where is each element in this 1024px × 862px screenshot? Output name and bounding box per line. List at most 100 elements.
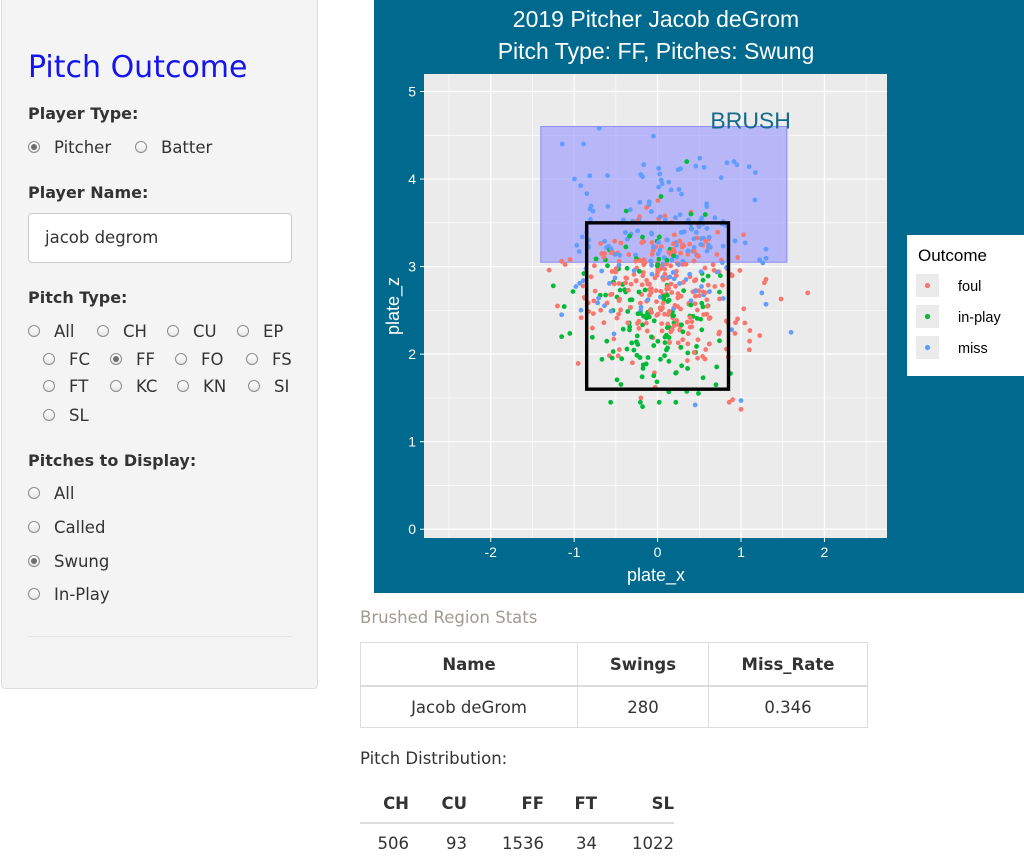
scatter-point: [717, 296, 722, 302]
radio-pitch-type[interactable]: FC: [43, 348, 90, 370]
radio-pitch-type[interactable]: EP: [237, 320, 283, 342]
radio-pitch-type[interactable]: FO: [175, 348, 223, 370]
scatter-point: [603, 292, 609, 298]
scatter-point: [685, 350, 691, 356]
scatter-point: [701, 164, 707, 170]
radio-pitch-type[interactable]: SI: [248, 375, 289, 397]
radio-pitches-display[interactable]: Called: [28, 516, 105, 538]
scatter-point: [717, 273, 723, 279]
radio-pitch-type[interactable]: All: [28, 320, 74, 342]
scatter-point: [666, 335, 672, 340]
scatter-point: [651, 318, 657, 324]
scatter-point: [679, 244, 685, 250]
scatter-point: [698, 269, 704, 275]
scatter-point: [703, 238, 709, 244]
scatter-point: [622, 230, 628, 235]
radio-label: KN: [203, 376, 227, 396]
scatter-point: [631, 268, 637, 273]
scatter-point: [588, 203, 594, 209]
radio-icon: [28, 325, 40, 337]
scatter-point: [664, 261, 669, 267]
scatter-point: [629, 360, 635, 366]
scatter-point: [662, 340, 668, 345]
player-name-input[interactable]: jacob degrom: [28, 213, 292, 263]
radio-pitch-type[interactable]: CH: [97, 320, 147, 342]
radio-pitch-type[interactable]: FF: [110, 348, 155, 370]
scatter-point: [687, 241, 693, 247]
scatter-point: [638, 300, 643, 306]
scatter-point: [672, 215, 678, 221]
scatter-point: [658, 244, 664, 249]
brush-region[interactable]: BRUSH: [540, 108, 791, 263]
axis-ticks: -2 -1 0 1 2 0 1 2 3 4 5: [408, 84, 828, 560]
scatter-point: [763, 276, 769, 282]
scatter-point: [608, 308, 614, 314]
scatter-point: [640, 174, 645, 180]
scatter-plot-svg[interactable]: 2019 Pitcher Jacob deGrom Pitch Type: FF…: [374, 0, 1024, 593]
radio-pitch-type[interactable]: FT: [43, 375, 88, 397]
scatter-point: [669, 290, 675, 295]
scatter-point: [647, 281, 652, 287]
table-row: Jacob deGrom 280 0.346: [360, 685, 868, 728]
radio-label: FF: [136, 349, 155, 369]
scatter-point: [658, 177, 664, 183]
player-name-label: Player Name:: [28, 183, 149, 202]
radio-icon: [110, 353, 122, 365]
scatter-point: [696, 390, 701, 396]
scatter-point: [555, 303, 560, 309]
scatter-point: [653, 288, 659, 294]
scatter-point: [610, 349, 616, 354]
scatter-point: [617, 287, 623, 293]
radio-player-type[interactable]: Pitcher: [28, 136, 111, 158]
pitch-plot[interactable]: 2019 Pitcher Jacob deGrom Pitch Type: FF…: [374, 0, 1024, 593]
scatter-point: [692, 278, 697, 284]
scatter-point: [608, 292, 613, 298]
radio-pitches-display[interactable]: In-Play: [28, 583, 110, 605]
scatter-point: [581, 141, 586, 147]
scatter-point: [681, 279, 686, 285]
scatter-point: [746, 347, 752, 353]
radio-label: All: [54, 321, 75, 341]
scatter-point: [696, 224, 702, 230]
scatter-point: [752, 170, 758, 175]
scatter-point: [614, 315, 620, 321]
scatter-point: [752, 197, 758, 203]
radio-pitches-display[interactable]: All: [28, 482, 74, 504]
radio-pitch-type[interactable]: FS: [246, 348, 292, 370]
radio-icon: [43, 409, 55, 421]
scatter-point: [680, 262, 686, 267]
scatter-point: [652, 275, 658, 281]
scatter-point: [687, 324, 693, 330]
radio-pitch-type[interactable]: KN: [177, 375, 226, 397]
radio-player-type[interactable]: Batter: [135, 136, 212, 158]
scatter-point: [718, 175, 724, 181]
radio-pitches-display[interactable]: Swung: [28, 550, 109, 572]
scatter-point: [705, 303, 710, 309]
radio-label: SL: [69, 405, 89, 425]
scatter-point: [628, 281, 634, 287]
scatter-point: [726, 399, 732, 405]
scatter-point: [613, 269, 619, 275]
scatter-point: [691, 236, 697, 242]
dist-cell: 93: [446, 833, 467, 853]
radio-pitch-type[interactable]: KC: [110, 375, 157, 397]
scatter-point: [662, 213, 668, 219]
scatter-point: [679, 191, 684, 197]
radio-pitch-type[interactable]: CU: [167, 320, 217, 342]
radio-icon: [28, 521, 40, 533]
brush-rectangle[interactable]: [540, 126, 788, 263]
scatter-point: [626, 287, 631, 293]
legend-key-dot: [924, 344, 931, 351]
x-tick-label: -1: [568, 544, 581, 560]
radio-pitch-type[interactable]: SL: [43, 404, 89, 426]
scatter-point: [640, 234, 645, 240]
radio-label: Called: [54, 517, 106, 537]
scatter-point: [616, 262, 622, 268]
brush-label: BRUSH: [710, 108, 791, 134]
scatter-point: [612, 275, 618, 281]
plot-title-line2: Pitch Type: FF, Pitches: Swung: [498, 38, 815, 64]
scatter-point: [636, 318, 642, 324]
scatter-point: [656, 234, 662, 240]
scatter-point: [675, 340, 681, 346]
scatter-point: [616, 281, 622, 286]
